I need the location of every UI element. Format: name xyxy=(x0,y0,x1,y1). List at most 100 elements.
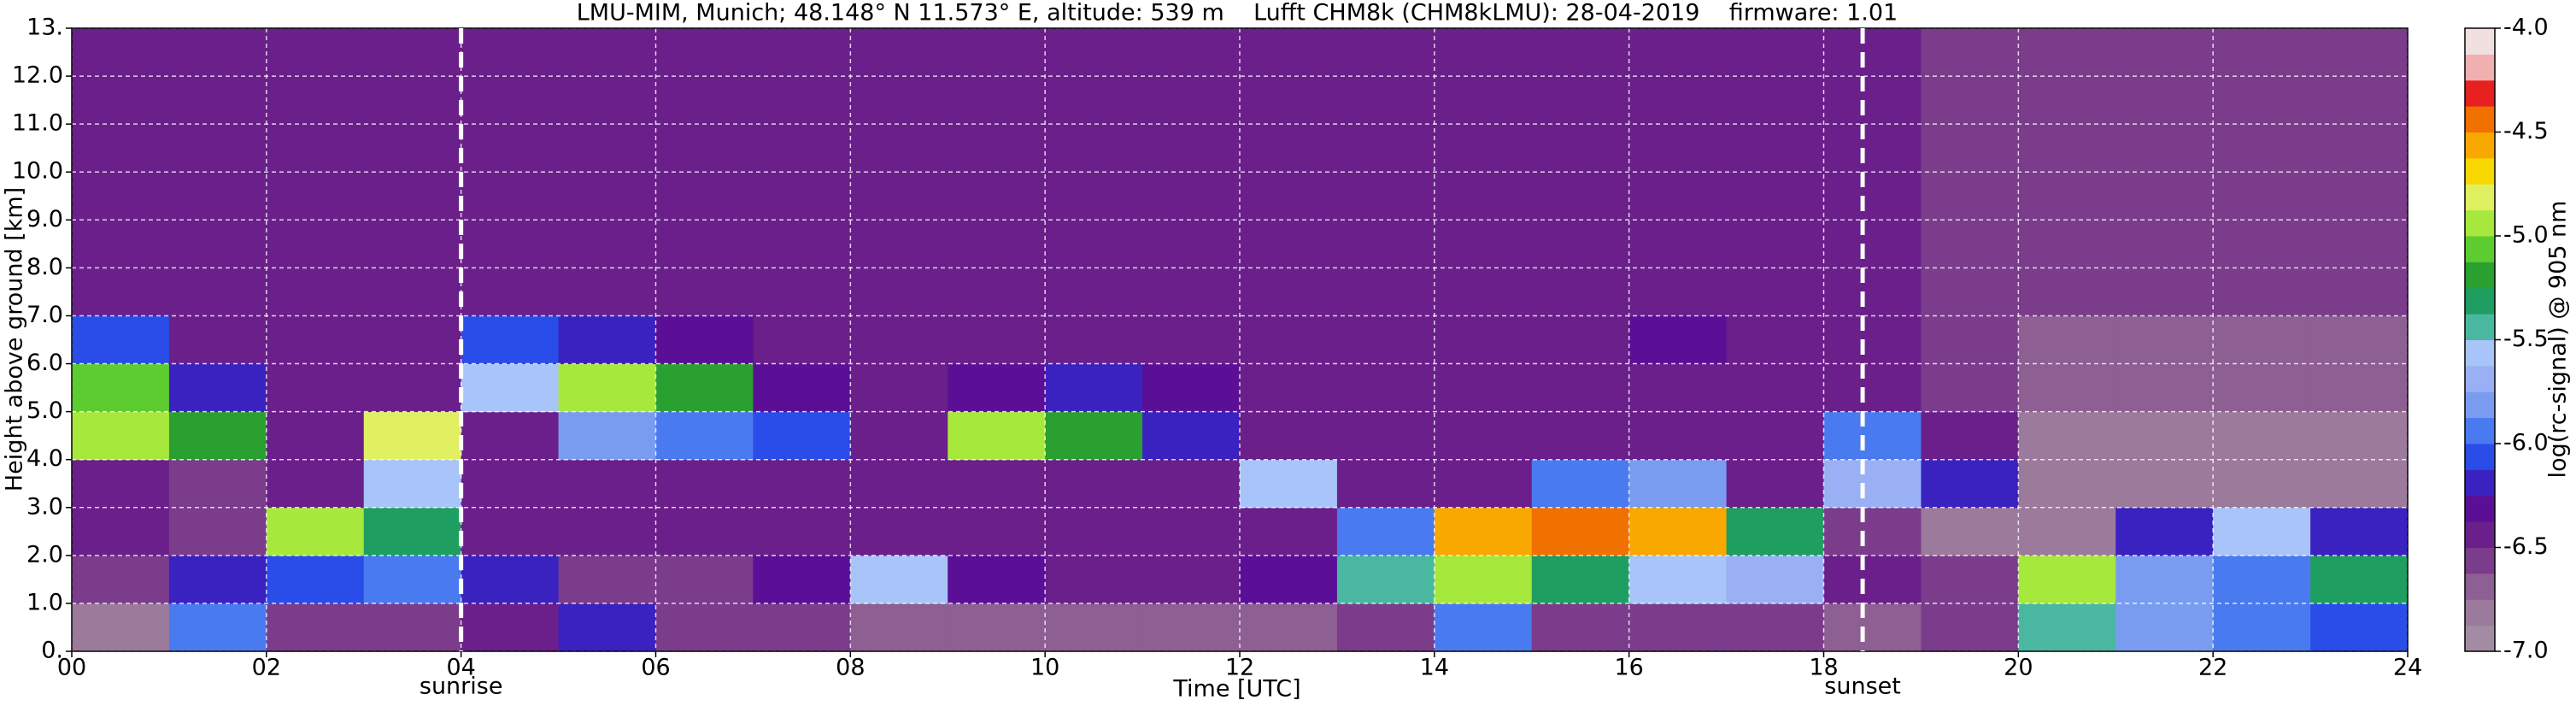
heatmap-cell xyxy=(2115,76,2214,125)
colorbar-swatch xyxy=(2465,287,2495,315)
heatmap-cell xyxy=(2213,411,2311,461)
heatmap-cell xyxy=(1726,603,1824,652)
heatmap-cell xyxy=(1921,76,2019,125)
annotation-label: sunrise xyxy=(420,674,503,700)
heatmap-cell xyxy=(266,507,365,556)
colorbar-label: log(rc-signal) @ 905 nm xyxy=(2545,201,2572,479)
heatmap-cell xyxy=(72,315,170,365)
heatmap-cell xyxy=(1240,172,1338,221)
heatmap-cell xyxy=(1921,28,2019,77)
heatmap-cell xyxy=(1142,315,1241,365)
x-tick-label: 12 xyxy=(1225,655,1254,681)
heatmap-cell xyxy=(1434,124,1533,173)
colorbar-swatch xyxy=(2465,184,2495,211)
heatmap-cell xyxy=(1240,363,1338,413)
heatmap-cell xyxy=(1240,268,1338,316)
heatmap-cell xyxy=(1921,363,2019,413)
heatmap-cell xyxy=(1142,76,1241,125)
heatmap-cell xyxy=(363,507,462,556)
heatmap-cell xyxy=(1726,268,1824,316)
heatmap-cell xyxy=(1823,315,1922,365)
heatmap-cell xyxy=(1921,459,2019,509)
heatmap-cell xyxy=(1823,28,1922,77)
heatmap-cell xyxy=(2310,76,2409,125)
heatmap-cell xyxy=(753,603,851,652)
heatmap-cell xyxy=(2213,124,2311,173)
colorbar-tick-label: -6.0 xyxy=(2503,430,2549,456)
heatmap-cell xyxy=(461,507,560,556)
x-tick-label: 08 xyxy=(836,655,865,681)
colorbar-swatch xyxy=(2465,236,2495,262)
annotation-label: sunset xyxy=(1824,674,1901,700)
heatmap-cell xyxy=(1045,507,1143,556)
heatmap-cell xyxy=(2115,315,2214,365)
heatmap-cell xyxy=(558,411,656,461)
heatmap-cell xyxy=(2018,268,2116,316)
heatmap-cell xyxy=(1726,555,1824,604)
heatmap-cell xyxy=(1434,28,1533,77)
heatmap-cell xyxy=(850,411,948,461)
heatmap-cell xyxy=(1434,507,1533,556)
heatmap-cell xyxy=(1142,124,1241,173)
heatmap-cell xyxy=(2018,172,2116,221)
heatmap-cell xyxy=(850,124,948,173)
colorbar-tick-label: -5.5 xyxy=(2503,326,2549,352)
heatmap-cell xyxy=(1045,555,1143,604)
heatmap-cell xyxy=(1336,172,1435,221)
heatmap-cell xyxy=(1726,363,1824,413)
heatmap-cell xyxy=(1434,459,1533,509)
heatmap-cell xyxy=(1045,315,1143,365)
heatmap-cell xyxy=(266,124,365,173)
colorbar-swatch xyxy=(2465,132,2495,159)
heatmap-cell xyxy=(168,28,267,77)
heatmap-cell xyxy=(2310,555,2409,604)
heatmap-cell xyxy=(2018,28,2116,77)
heatmap-cell xyxy=(363,363,462,413)
heatmap-cell xyxy=(1531,268,1630,316)
heatmap-cell xyxy=(2213,363,2311,413)
heatmap-cell xyxy=(1045,459,1143,509)
heatmap-cell xyxy=(1628,411,1728,461)
heatmap-cell xyxy=(461,220,560,268)
heatmap-cell xyxy=(363,459,462,509)
heatmap-cell xyxy=(1921,172,2019,221)
heatmap-cell xyxy=(850,268,948,316)
heatmap-cell xyxy=(655,555,754,604)
x-tick-label: 16 xyxy=(1614,655,1643,681)
colorbar-swatch xyxy=(2465,521,2495,548)
heatmap-cell xyxy=(753,363,851,413)
heatmap-cell xyxy=(850,76,948,125)
x-tick-label: 22 xyxy=(2198,655,2227,681)
heatmap-cell xyxy=(1628,315,1728,365)
heatmap-cell xyxy=(168,555,267,604)
heatmap-cell xyxy=(1336,268,1435,316)
heatmap-cell xyxy=(461,315,560,365)
heatmap-cell xyxy=(363,124,462,173)
heatmap-cell xyxy=(168,220,267,268)
heatmap-cell xyxy=(1434,268,1533,316)
heatmap-cell xyxy=(72,555,170,604)
heatmap-cell xyxy=(1823,268,1922,316)
heatmap-cell xyxy=(266,172,365,221)
heatmap-cell xyxy=(1531,172,1630,221)
heatmap-cell xyxy=(948,172,1046,221)
heatmap-cell xyxy=(1628,76,1728,125)
heatmap-cell xyxy=(266,363,365,413)
heatmap-cell xyxy=(2018,507,2116,556)
x-tick-label: 00 xyxy=(57,655,86,681)
plot-frame xyxy=(71,27,2409,652)
heatmap-cell xyxy=(168,411,267,461)
heatmap-cell xyxy=(1045,220,1143,268)
heatmap-cell xyxy=(1628,220,1728,268)
heatmap-cell xyxy=(1628,507,1728,556)
y-tick-label: 8.0 xyxy=(26,254,63,280)
y-tick-label: 10.0 xyxy=(12,158,63,185)
heatmap-cell xyxy=(753,220,851,268)
heatmap-cell xyxy=(2018,603,2116,652)
x-axis-label: Time [UTC] xyxy=(1172,676,1300,703)
heatmap-cell xyxy=(1921,268,2019,316)
heatmap-cell xyxy=(948,603,1046,652)
heatmap-cell xyxy=(1045,268,1143,316)
heatmap-cell xyxy=(558,28,656,77)
